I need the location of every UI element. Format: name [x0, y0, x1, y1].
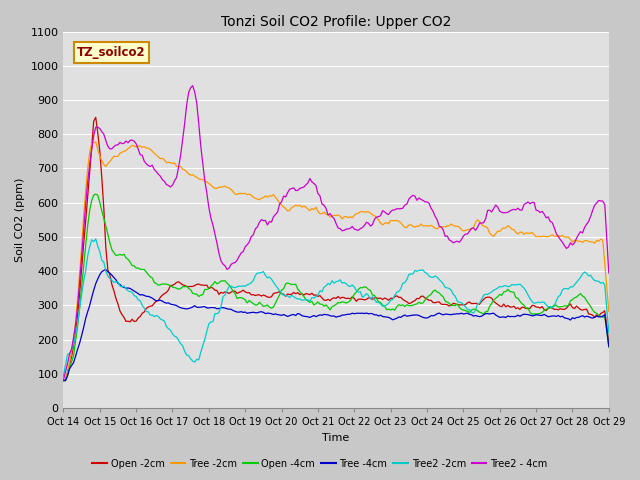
Title: Tonzi Soil CO2 Profile: Upper CO2: Tonzi Soil CO2 Profile: Upper CO2 [221, 15, 451, 29]
Legend: Open -2cm, Tree -2cm, Open -4cm, Tree -4cm, Tree2 -2cm, Tree2 - 4cm: Open -2cm, Tree -2cm, Open -4cm, Tree -4… [88, 455, 552, 473]
Y-axis label: Soil CO2 (ppm): Soil CO2 (ppm) [15, 178, 25, 262]
Text: TZ_soilco2: TZ_soilco2 [77, 46, 146, 59]
X-axis label: Time: Time [323, 432, 349, 443]
